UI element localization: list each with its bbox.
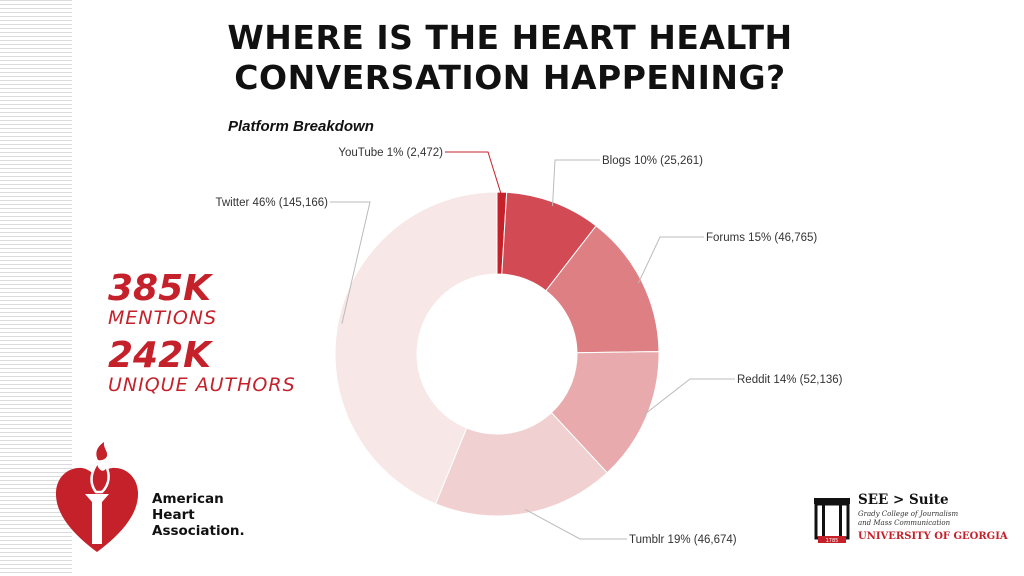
leader-line-twitter	[330, 201, 371, 324]
college-line-1: Grady College of Journalism	[858, 510, 959, 518]
uga-wordmark: SEE > Suite Grady College of Journalism …	[858, 492, 1008, 543]
american-heart-association-logo-icon	[55, 442, 139, 552]
chart-title: Platform Breakdown	[228, 118, 374, 135]
slice-label-tumblr: Tumblr 19% (46,674)	[629, 534, 737, 546]
see-suite-brand: SEE > Suite	[858, 492, 949, 508]
aha-line-1: American	[152, 491, 224, 507]
aha-line-2: Heart	[152, 507, 195, 523]
slice-tumblr	[434, 411, 608, 517]
university-name: UNIVERSITY OF GEORGIA	[858, 531, 1008, 542]
slice-label-youtube: YouTube 1% (2,472)	[338, 147, 443, 159]
leader-line-tumblr	[524, 509, 627, 540]
arch-year: 1785	[826, 538, 839, 544]
college-line-2: and Mass Communication	[858, 519, 951, 527]
slice-label-forums: Forums 15% (46,765)	[706, 232, 817, 244]
authors-label: UNIQUE AUTHORS	[108, 374, 296, 396]
grady-college-text: Grady College of Journalism and Mass Com…	[858, 510, 1008, 528]
leader-line-forums	[637, 236, 704, 284]
slice-label-reddit: Reddit 14% (52,136)	[737, 374, 843, 386]
leader-line-youtube	[445, 151, 503, 197]
mentions-stat: 385K MENTIONS	[108, 268, 218, 329]
page-title: WHERE IS THE HEART HEALTH CONVERSATION H…	[150, 18, 870, 98]
authors-value: 242K	[108, 335, 212, 376]
title-line-2: CONVERSATION HAPPENING?	[234, 58, 786, 97]
title-line-1: WHERE IS THE HEART HEALTH	[227, 18, 793, 57]
leader-line-reddit	[641, 378, 735, 417]
aha-line-3: Association.	[152, 523, 245, 539]
uga-arch-logo-icon: 1785	[814, 498, 850, 544]
slice-twitter	[334, 191, 498, 505]
leader-line-blogs	[552, 159, 600, 207]
mentions-value: 385K	[108, 268, 212, 309]
authors-stat: 242K UNIQUE AUTHORS	[108, 335, 296, 396]
slice-label-twitter: Twitter 46% (145,166)	[215, 197, 328, 209]
slice-label-blogs: Blogs 10% (25,261)	[602, 155, 703, 167]
mentions-label: MENTIONS	[108, 307, 218, 329]
aha-wordmark: American Heart Association.	[152, 491, 245, 539]
